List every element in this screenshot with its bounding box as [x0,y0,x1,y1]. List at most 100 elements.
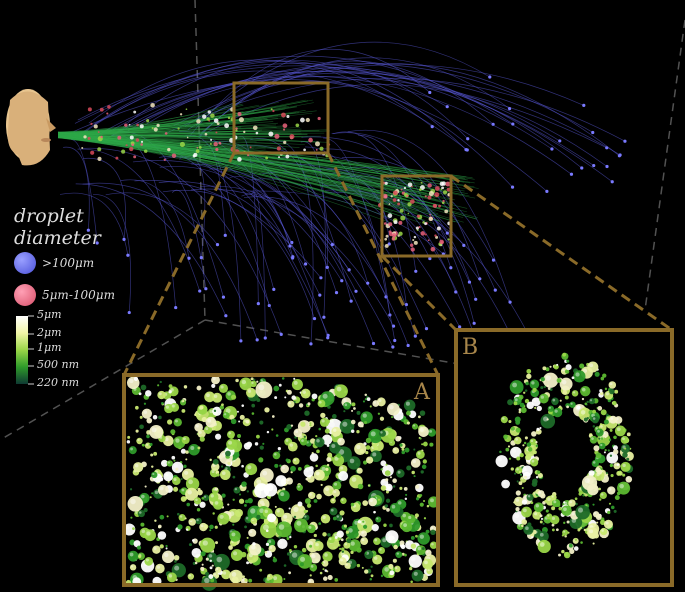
droplet-highlight [609,382,613,386]
droplet-highlight [539,532,544,537]
droplet-sphere [419,502,424,507]
spray-droplet [434,234,437,237]
droplet-sphere [513,401,518,406]
droplet-sphere [252,542,256,546]
trajectory-end-dot [472,321,476,325]
spray-droplet [416,214,420,218]
droplet-highlight [318,400,322,404]
droplet-sphere [410,535,415,540]
droplet-sphere [231,394,237,400]
droplet-sphere [195,517,202,525]
droplet-highlight [512,382,517,388]
droplet-highlight [395,566,398,570]
droplet-sphere [209,566,213,570]
droplet-highlight [221,471,226,475]
droplet-sphere [136,437,143,445]
droplet-highlight [597,429,600,433]
droplet-sphere [221,493,226,498]
droplet-sphere [177,524,183,530]
droplet-highlight [167,461,170,464]
droplet-sphere [254,483,270,499]
trajectory-line [83,147,282,335]
spray-droplet [195,149,200,154]
spray-droplet [436,226,441,231]
trajectory-line [325,191,513,340]
spray-droplet [305,117,310,123]
trajectory-end-dot [86,228,90,232]
droplet-sphere [401,521,413,533]
trajectory-end-dot [467,280,472,284]
droplet-sphere [181,409,186,413]
droplet-sphere [561,549,565,554]
droplet-sphere [392,485,396,488]
trajectory-end-dot [458,325,462,329]
droplet-highlight [356,444,361,450]
droplet-sphere [133,462,144,473]
droplet-sphere [614,389,619,394]
droplet-highlight [321,466,326,471]
droplet-sphere [180,477,183,481]
droplet-sphere [564,534,567,538]
droplet-highlight [287,478,290,482]
droplet-highlight [344,403,348,407]
spray-droplet [285,154,290,159]
droplet-sphere [305,477,309,481]
droplet-sphere [199,522,208,532]
droplet-sphere [229,530,241,542]
trajectory-end-dot [303,262,308,266]
trajectory-end-dot [591,130,595,135]
droplet-highlight [383,466,389,471]
droplet-highlight [357,468,360,471]
droplet-highlight [153,546,157,550]
plume-streak [57,103,243,135]
droplet-sphere [144,557,154,566]
droplet-sphere [261,502,265,506]
panel-b-label: B [462,335,479,360]
spray-droplet [87,107,92,112]
plume-streak [57,134,467,178]
droplet-sphere [318,522,322,525]
droplet-highlight [222,571,227,575]
trajectory-line [120,179,190,259]
droplet-sphere [538,393,549,404]
droplet-sphere [291,378,303,391]
droplet-highlight [370,431,376,437]
droplet-highlight [420,428,424,432]
droplet-sphere [296,484,303,491]
plume-streak [57,133,439,177]
droplet-sphere [410,580,413,584]
spray-droplet [249,146,252,149]
trajectory-line [63,146,90,231]
droplet-highlight [542,416,549,422]
droplet-highlight [343,398,347,403]
droplet-sphere [211,564,214,567]
droplet-sphere [212,459,219,465]
droplet-sphere [406,465,412,471]
droplet-sphere [197,487,201,491]
droplet-sphere [595,428,604,437]
droplet-sphere [204,391,215,403]
droplet-sphere [139,415,143,419]
droplet-highlight [207,418,212,423]
droplet-sphere [158,415,162,420]
droplet-sphere [144,485,147,488]
droplet-sphere [284,396,287,399]
droplet-sphere [272,557,278,563]
plume-streak [57,137,460,223]
plume-streak [57,137,454,213]
plume-streak [57,106,298,136]
spray-droplet [407,212,410,215]
droplet-highlight [251,381,254,385]
plume-streak [57,136,425,221]
spray-droplet [255,131,259,135]
droplet-sphere [233,486,241,494]
spray-droplet [139,124,144,129]
plume-streak [57,134,440,209]
droplet-sphere [337,437,345,446]
droplet-sphere [297,554,313,569]
spray-droplet [424,222,427,226]
droplet-sphere [309,422,312,425]
droplet-sphere [329,507,338,516]
spray-droplet [90,122,93,125]
plume-streak [57,132,286,149]
